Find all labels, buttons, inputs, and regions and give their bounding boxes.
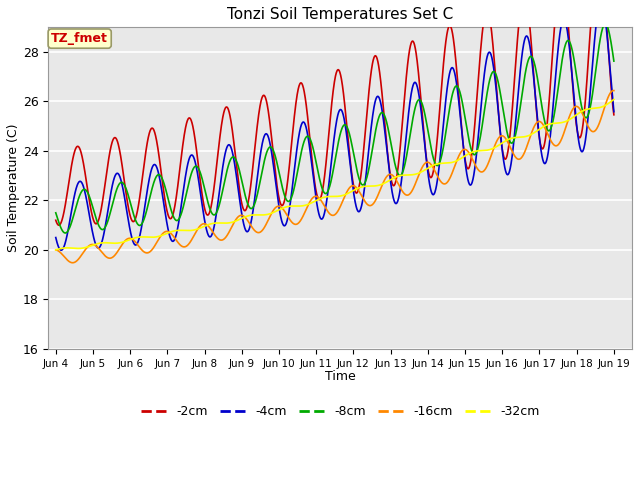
Legend: -2cm, -4cm, -8cm, -16cm, -32cm: -2cm, -4cm, -8cm, -16cm, -32cm [136, 400, 545, 423]
X-axis label: Time: Time [325, 370, 356, 383]
Title: Tonzi Soil Temperatures Set C: Tonzi Soil Temperatures Set C [227, 7, 454, 22]
Y-axis label: Soil Temperature (C): Soil Temperature (C) [7, 124, 20, 252]
Text: TZ_fmet: TZ_fmet [51, 32, 108, 45]
